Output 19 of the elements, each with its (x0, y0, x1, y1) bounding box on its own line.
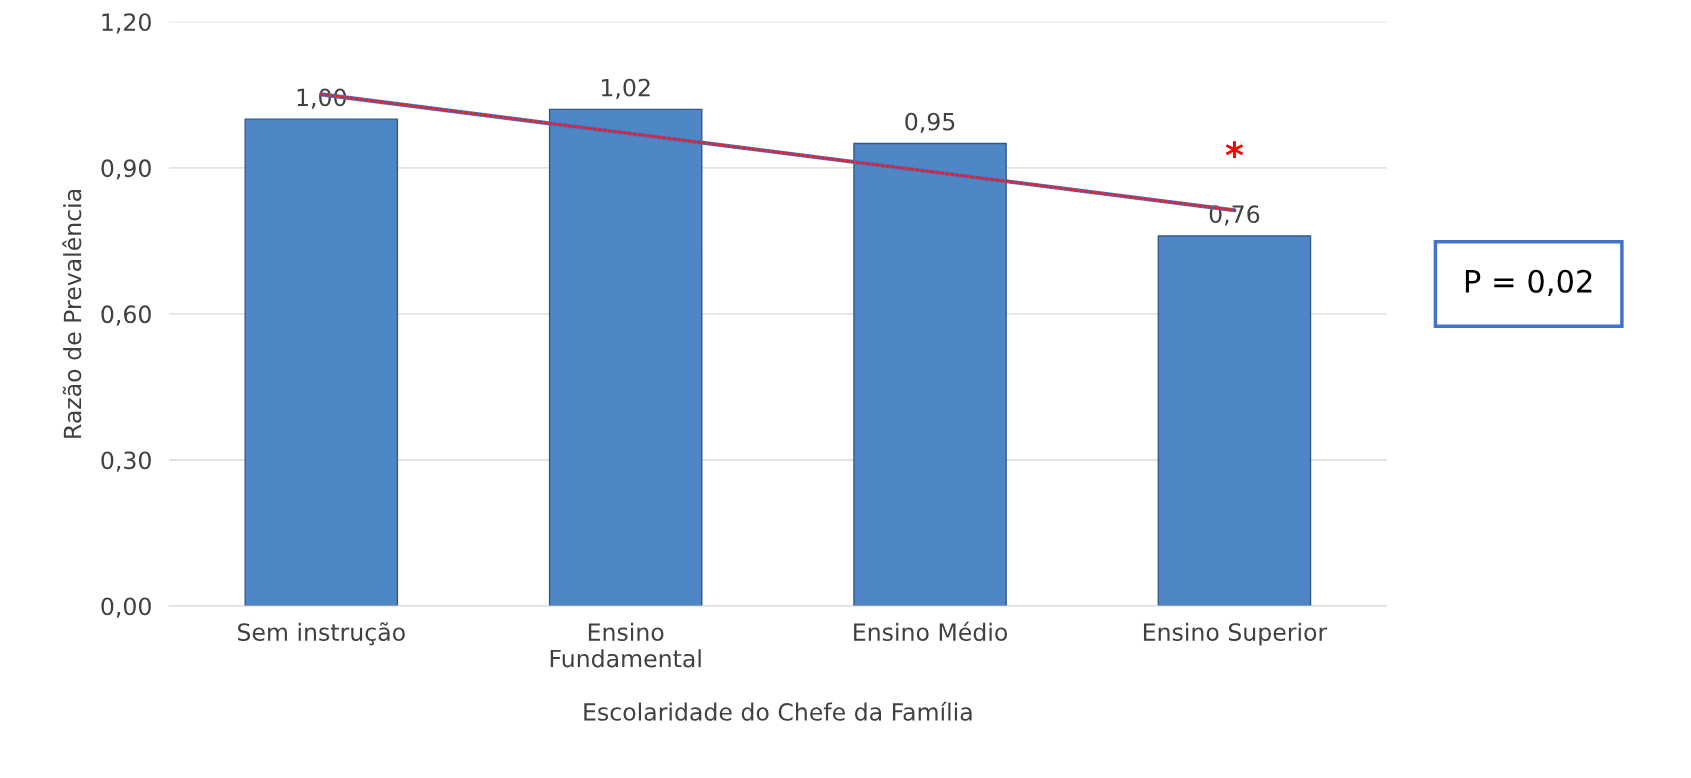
data-label: 1,02 (601, 78, 650, 99)
text: P = 0,02 (1465, 269, 1592, 296)
y-tick-label: 1,20 (102, 13, 151, 34)
y-tick-label: 0,30 (101, 451, 151, 472)
bar (244, 118, 399, 607)
y-tick-label: 0,00 (101, 597, 151, 618)
y-axis-title: Razão de Prevalência (62, 189, 82, 438)
x-tick-label: Ensino Médio (854, 621, 1008, 642)
y-tick-label: 0,90 (101, 159, 151, 180)
x-tick-label: Sem instrução (238, 622, 405, 646)
annotation: * (1225, 141, 1244, 159)
data-label: 0,95 (905, 112, 955, 134)
y-tick-label: 0,60 (101, 305, 151, 326)
bar (1157, 235, 1312, 607)
x-axis-title: Escolaridade do Chefe da Família (584, 701, 972, 721)
x-tick-label: Ensino Fundamental (550, 622, 701, 668)
bar (548, 108, 703, 607)
bar (853, 142, 1007, 607)
x-tick-label: Ensino Superior (1143, 622, 1328, 646)
